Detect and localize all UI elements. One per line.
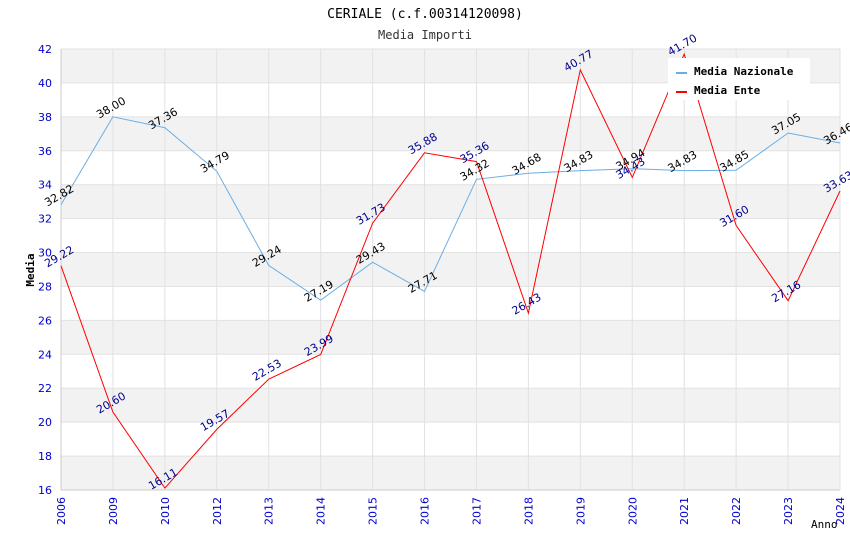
grid-band (61, 116, 840, 151)
y-tick-label: 20 (38, 416, 52, 429)
x-tick-label: 2014 (315, 497, 328, 525)
y-tick-label: 34 (38, 179, 52, 192)
x-tick-label: 2010 (159, 497, 172, 525)
x-tick-label: 2016 (419, 497, 432, 525)
y-axis-label: Media (24, 253, 37, 286)
y-tick-label: 18 (38, 450, 52, 463)
y-tick-label: 36 (38, 145, 52, 158)
legend-box (668, 58, 810, 100)
y-tick-label: 32 (38, 213, 52, 226)
axes (60, 49, 840, 491)
y-tick-label: 28 (38, 280, 52, 293)
grid-band (61, 252, 840, 287)
y-tick-label: 16 (38, 484, 52, 497)
y-tick-label: 40 (38, 77, 52, 90)
x-tick-label: 2012 (211, 497, 224, 525)
legend: Media Nazionale Media Ente (668, 58, 810, 100)
x-tick-label: 2018 (522, 497, 535, 525)
y-tick-label: 30 (38, 247, 52, 260)
x-tick-label: 2023 (782, 497, 795, 525)
x-axis-label: Anno (811, 518, 838, 531)
x-tick-label: 2009 (107, 497, 120, 525)
grid-band (61, 320, 840, 355)
x-tick-label: 2015 (367, 497, 380, 525)
x-tick-label: 2006 (55, 497, 68, 525)
series-line-media-nazionale (60, 116, 841, 301)
chart-subtitle: Media Importi (378, 28, 472, 42)
data-label: 34.79 (198, 149, 232, 176)
x-tick-label: 2019 (574, 497, 587, 525)
y-tick-label: 24 (38, 348, 52, 361)
y-tick-label: 42 (38, 43, 52, 56)
data-label: 26.43 (510, 291, 544, 318)
data-label: 22.53 (250, 357, 284, 384)
grid-band (61, 456, 840, 490)
y-tick-label: 22 (38, 382, 52, 395)
grid-band (61, 388, 840, 423)
grid-bands (61, 49, 840, 490)
legend-label-ente: Media Ente (694, 84, 761, 97)
x-tick-label: 2022 (730, 497, 743, 525)
y-tick-label: 38 (38, 111, 52, 124)
x-tick-label: 2017 (470, 497, 483, 525)
x-tick-label: 2020 (626, 497, 639, 525)
x-tick-label: 2013 (263, 497, 276, 525)
x-tick-label: 2024 (834, 497, 847, 525)
legend-label-nazionale: Media Nazionale (694, 65, 794, 78)
y-tick-label: 26 (38, 314, 52, 327)
series-line-media-ente (60, 52, 841, 489)
x-axis-ticks: 2006 2009 2010 2012 2013 2014 2015 2016 2017 2018… (55, 497, 847, 525)
x-tick-label: 2021 (678, 497, 691, 525)
y-axis-ticks: 16 18 20 22 24 26 28 30 32 34 36 38 40 42 (38, 43, 52, 497)
series-lines (60, 52, 841, 489)
grid-band (61, 184, 840, 219)
chart-title: CERIALE (c.f.00314120098) (327, 7, 523, 22)
